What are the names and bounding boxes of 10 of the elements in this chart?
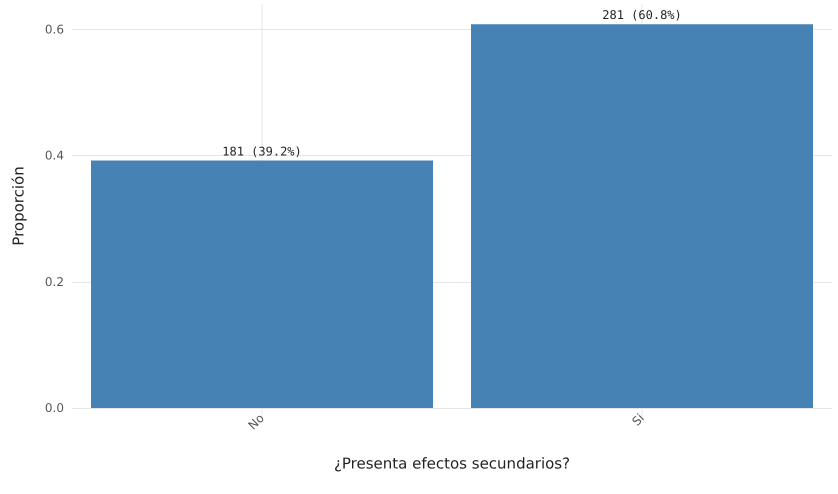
y-tick-label: 0.0 [44,401,64,415]
y-tick-label: 0.6 [44,22,64,36]
x-tick-label: No [246,411,267,432]
x-tick-label: Si [629,411,647,429]
x-axis-title: ¿Presenta efectos secundarios? [334,454,570,472]
data-label: 281 (60.8%) [602,8,682,22]
y-axis-title: Proporción [10,166,28,246]
y-tick-label: 0.2 [44,274,64,289]
y-tick-label: 0.4 [44,148,64,162]
data-label: 181 (39.2%) [222,144,302,159]
